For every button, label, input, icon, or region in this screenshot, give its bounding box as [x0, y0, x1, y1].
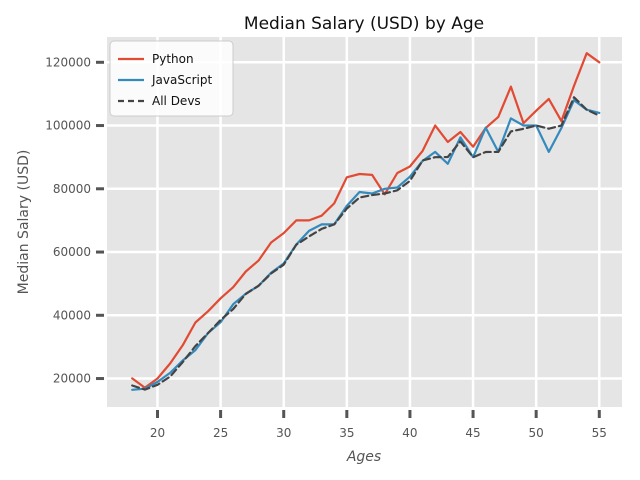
x-tick-label-25: 25 [213, 426, 228, 440]
y-tick-label-80000: 80000 [53, 182, 91, 196]
legend-label-python: Python [152, 52, 194, 66]
series-line-python [131, 52, 601, 389]
series-layer [131, 52, 601, 391]
x-tick-label-20: 20 [150, 426, 165, 440]
x-tick-label-35: 35 [339, 426, 354, 440]
y-tick-label-20000: 20000 [53, 372, 91, 386]
x-tick-label-50: 50 [529, 426, 544, 440]
y-tick-label-40000: 40000 [53, 308, 91, 322]
y-tick-label-120000: 120000 [45, 55, 91, 69]
x-tick-label-40: 40 [402, 426, 417, 440]
axis-ticks: 20 25 30 35 40 45 50 55 20000 40000 60000 80000 1000… [45, 55, 607, 440]
y-tick-label-100000: 100000 [45, 119, 91, 133]
legend-label-javascript: JavaScript [151, 73, 212, 87]
legend: Python JavaScript All Devs [109, 40, 234, 117]
chart-title: Median Salary (USD) by Age [244, 14, 484, 34]
y-tick-label-60000: 60000 [53, 245, 91, 259]
x-axis-label: Ages [346, 449, 381, 465]
x-tick-label-55: 55 [592, 426, 607, 440]
y-axis-label: Median Salary (USD) [16, 150, 32, 295]
legend-label-all-devs: All Devs [152, 94, 201, 108]
gridlines [107, 37, 622, 407]
x-tick-label-30: 30 [276, 426, 291, 440]
series-line-all-devs [131, 96, 601, 391]
x-tick-label-45: 45 [465, 426, 480, 440]
